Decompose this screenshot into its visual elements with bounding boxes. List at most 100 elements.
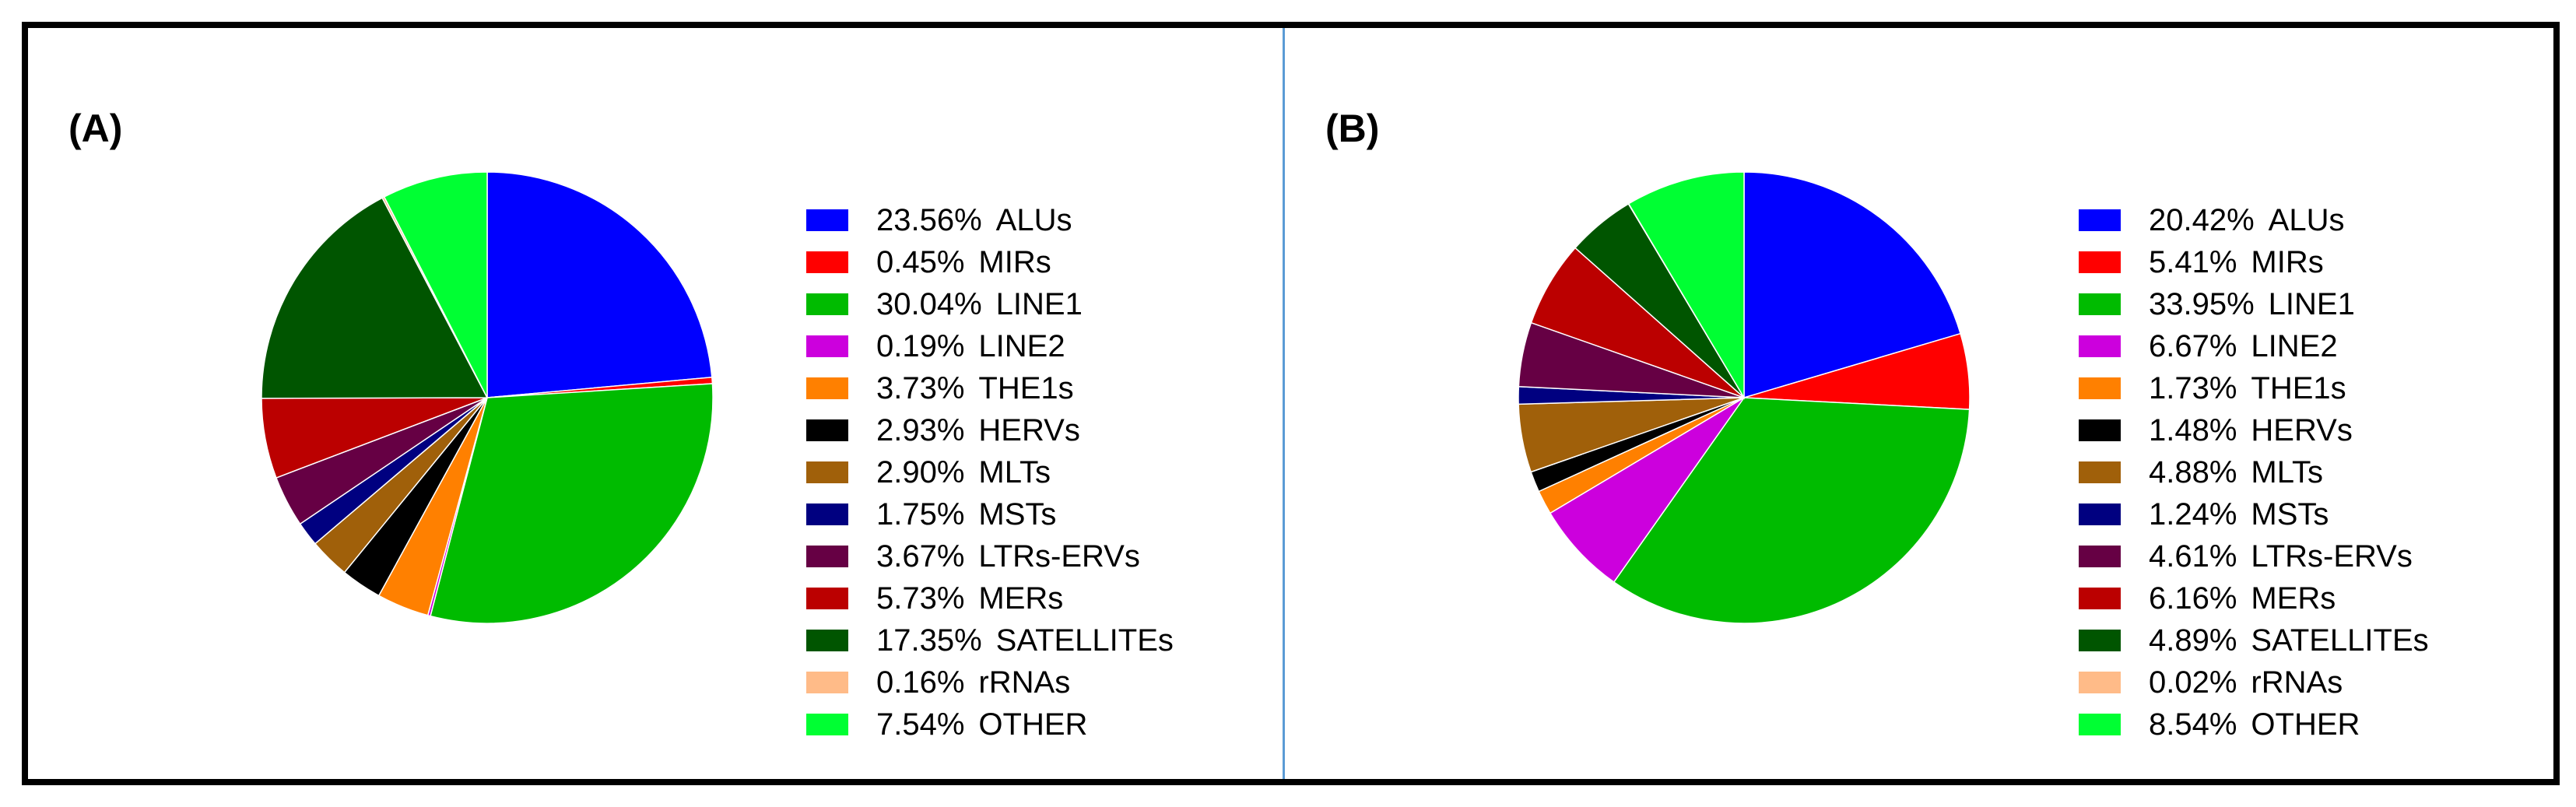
legend-swatch xyxy=(2079,251,2121,273)
legend-percent: 0.19% xyxy=(876,328,965,363)
legend-percent: 20.42% xyxy=(2149,202,2255,237)
legend-percent: 7.54% xyxy=(876,707,965,742)
legend-label: SATELLITEs xyxy=(2251,623,2429,658)
legend-percent: 4.88% xyxy=(2149,454,2237,489)
legend-percent: 5.73% xyxy=(876,581,965,616)
legend: 23.56% ALUs 0.45% MIRs 30.04% LINE1 0.19% LINE2… xyxy=(806,199,1174,746)
legend-swatch xyxy=(806,588,848,609)
legend-percent: 30.04% xyxy=(876,286,982,321)
pie-slice-alus xyxy=(1743,171,1962,399)
legend-item-msts: 1.75% MSTs xyxy=(806,493,1174,535)
legend-swatch xyxy=(2079,630,2121,651)
legend-swatch xyxy=(2079,714,2121,735)
pie-slice-other xyxy=(1627,171,1745,400)
legend-label: rRNAs xyxy=(978,665,1071,700)
legend-swatch xyxy=(806,335,848,357)
legend-swatch xyxy=(2079,419,2121,441)
pie-slice-line2 xyxy=(1549,397,1745,583)
legend-percent: 3.67% xyxy=(876,539,965,574)
panel-b: (B) 20.42% ALUs 5.41% MIRs 33.95% LINE1 6.67% L… xyxy=(1285,28,2539,779)
figure-frame: (A) 23.56% ALUs 0.45% MIRs 30.04% LINE1 0.19% L… xyxy=(22,22,2560,785)
legend-label: LINE2 xyxy=(978,328,1065,363)
legend-label: ALUs xyxy=(995,202,1072,237)
legend-item-mers: 6.16% MERs xyxy=(2079,577,2429,619)
legend-swatch xyxy=(2079,377,2121,399)
legend-swatch xyxy=(2079,293,2121,315)
legend-swatch xyxy=(806,503,848,525)
legend-label: MIRs xyxy=(2251,244,2324,279)
legend-item-alus: 23.56% ALUs xyxy=(806,199,1174,241)
legend-item-rrnas: 0.16% rRNAs xyxy=(806,661,1174,703)
legend-percent: 0.45% xyxy=(876,244,965,279)
legend-swatch xyxy=(2079,672,2121,693)
legend-item-mers: 5.73% MERs xyxy=(806,577,1174,619)
legend-swatch xyxy=(2079,588,2121,609)
pie-slice-alus xyxy=(486,171,713,398)
pie-chart xyxy=(261,171,714,624)
legend-percent: 6.67% xyxy=(2149,328,2237,363)
legend-label: MLTs xyxy=(2251,454,2324,489)
legend-percent: 0.02% xyxy=(2149,665,2237,700)
legend-swatch xyxy=(806,461,848,483)
legend-percent: 1.75% xyxy=(876,496,965,532)
legend-label: MIRs xyxy=(978,244,1051,279)
legend-item-hervs: 1.48% HERVs xyxy=(2079,409,2429,451)
legend-percent: 2.90% xyxy=(876,454,965,489)
legend-item-alus: 20.42% ALUs xyxy=(2079,199,2429,241)
legend-swatch xyxy=(2079,546,2121,567)
legend-item-msts: 1.24% MSTs xyxy=(2079,493,2429,535)
legend-label: THE1s xyxy=(978,370,1074,405)
legend-item-ltrs-ervs: 4.61% LTRs-ERVs xyxy=(2079,535,2429,577)
legend-item-mirs: 5.41% MIRs xyxy=(2079,241,2429,283)
legend-item-mirs: 0.45% MIRs xyxy=(806,241,1174,283)
legend: 20.42% ALUs 5.41% MIRs 33.95% LINE1 6.67% LINE2… xyxy=(2079,199,2429,746)
legend-swatch xyxy=(806,672,848,693)
legend-label: OTHER xyxy=(2251,707,2360,742)
legend-percent: 4.61% xyxy=(2149,539,2237,574)
legend-percent: 1.24% xyxy=(2149,496,2237,532)
legend-label: LINE1 xyxy=(995,286,1083,321)
legend-item-ltrs-ervs: 3.67% LTRs-ERVs xyxy=(806,535,1174,577)
legend-label: HERVs xyxy=(2251,412,2353,447)
legend-percent: 6.16% xyxy=(2149,581,2237,616)
legend-percent: 1.48% xyxy=(2149,412,2237,447)
legend-item-the1s: 3.73% THE1s xyxy=(806,367,1174,409)
legend-item-hervs: 2.93% HERVs xyxy=(806,409,1174,451)
pie-slice-line1 xyxy=(1613,397,1971,624)
legend-swatch xyxy=(806,293,848,315)
pie-slice-satellites xyxy=(261,197,489,399)
legend-percent: 4.89% xyxy=(2149,623,2237,658)
legend-label: MLTs xyxy=(978,454,1051,489)
legend-swatch xyxy=(2079,209,2121,231)
legend-label: LTRs-ERVs xyxy=(2251,539,2413,574)
legend-label: MERs xyxy=(2251,581,2336,616)
legend-percent: 23.56% xyxy=(876,202,982,237)
legend-item-satellites: 17.35% SATELLITEs xyxy=(806,619,1174,661)
legend-item-other: 7.54% OTHER xyxy=(806,703,1174,746)
pie-slice-other xyxy=(383,171,488,398)
legend-label: LTRs-ERVs xyxy=(978,539,1140,574)
legend-item-the1s: 1.73% THE1s xyxy=(2079,367,2429,409)
panel-a: (A) 23.56% ALUs 0.45% MIRs 30.04% LINE1 0.19% L… xyxy=(28,28,1283,779)
legend-item-satellites: 4.89% SATELLITEs xyxy=(2079,619,2429,661)
legend-label: MERs xyxy=(978,581,1064,616)
pie-chart xyxy=(1518,171,1971,624)
legend-swatch xyxy=(2079,461,2121,483)
panel-divider xyxy=(1283,28,1285,779)
legend-item-line2: 0.19% LINE2 xyxy=(806,325,1174,367)
legend-percent: 17.35% xyxy=(876,623,982,658)
legend-item-line1: 33.95% LINE1 xyxy=(2079,283,2429,325)
legend-percent: 0.16% xyxy=(876,665,965,700)
legend-swatch xyxy=(806,714,848,735)
panel-label: (A) xyxy=(68,107,123,150)
legend-label: LINE1 xyxy=(2268,286,2355,321)
legend-swatch xyxy=(806,546,848,567)
legend-label: MSTs xyxy=(2251,496,2329,532)
legend-label: OTHER xyxy=(978,707,1088,742)
legend-label: SATELLITEs xyxy=(995,623,1174,658)
legend-item-line1: 30.04% LINE1 xyxy=(806,283,1174,325)
legend-swatch xyxy=(2079,503,2121,525)
legend-item-line2: 6.67% LINE2 xyxy=(2079,325,2429,367)
legend-label: THE1s xyxy=(2251,370,2346,405)
legend-percent: 8.54% xyxy=(2149,707,2237,742)
